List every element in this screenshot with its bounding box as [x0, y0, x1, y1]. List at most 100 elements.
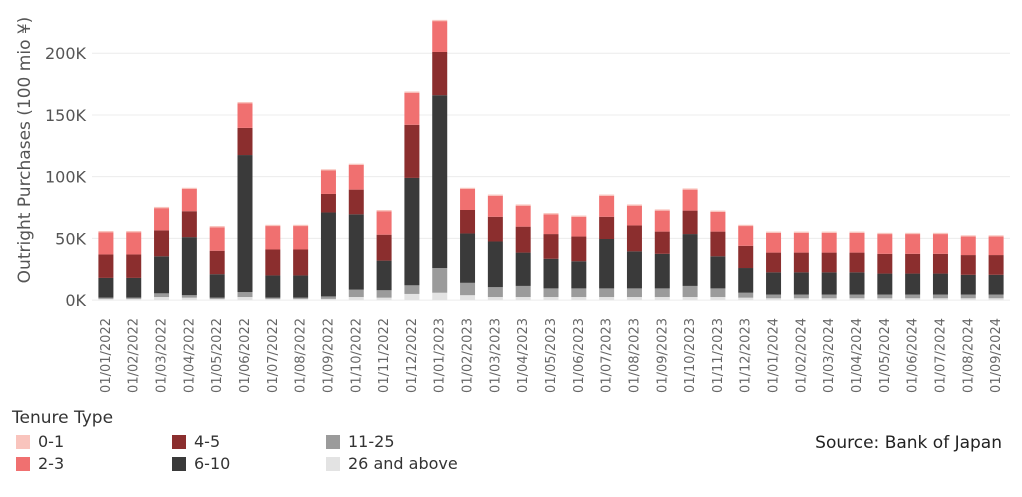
legend-label: 26 and above [348, 454, 458, 473]
y-tick-label: 200K [45, 44, 87, 63]
bar-segment-2-3 [320, 170, 336, 194]
legend-label: 11-25 [348, 432, 395, 451]
bar-segment-2-3 [960, 236, 976, 256]
bar-segment-2-3 [877, 234, 893, 254]
bar-segment-11-25 [571, 288, 587, 298]
bar-segment-2-3 [599, 195, 615, 217]
x-tick-label: 01/04/2022 [182, 318, 197, 393]
bar-segment-2-3 [181, 189, 197, 212]
bar-segment-4-5 [738, 245, 754, 269]
legend-label: 4-5 [194, 432, 221, 451]
x-tick-label: 01/12/2023 [739, 318, 754, 393]
bar-segment-2-3 [237, 103, 253, 128]
bar-segment-0-1 [126, 230, 142, 233]
bar-segment-4-5 [181, 211, 197, 238]
bar-segment-4-5 [905, 253, 921, 274]
bar-segment-6-10 [682, 234, 698, 286]
x-tick-label: 01/12/2022 [405, 318, 420, 393]
x-tick-label: 01/01/2024 [767, 318, 782, 393]
bar-segment-4-5 [710, 231, 726, 257]
bar-segment-2-3 [738, 226, 754, 246]
legend-label: 0-1 [38, 432, 65, 451]
bar-segment-26-and-above [877, 298, 893, 301]
bar-segment-0-1 [487, 194, 503, 196]
legend-item-6-10[interactable]: 6-10 [172, 454, 230, 473]
bar-segment-6-10 [571, 261, 587, 289]
x-tick-label: 01/02/2022 [127, 318, 142, 393]
x-tick-label: 01/02/2023 [461, 318, 476, 393]
bar-segment-4-5 [432, 51, 448, 96]
bar-segment-11-25 [988, 294, 1004, 299]
bar-segment-0-1 [793, 231, 809, 233]
bar-segment-2-3 [404, 92, 420, 125]
bar-segment-26-and-above [320, 298, 336, 301]
bar-segment-26-and-above [571, 297, 587, 301]
y-tick-label: 50K [55, 229, 86, 248]
bar-segment-26-and-above [515, 297, 531, 301]
bar-segment-4-5 [988, 255, 1004, 275]
x-tick-label: 01/07/2023 [600, 318, 615, 393]
x-tick-label: 01/05/2022 [210, 318, 225, 393]
bar-segment-26-and-above [154, 297, 170, 301]
bar-segment-0-1 [821, 231, 837, 233]
bar-segment-4-5 [654, 231, 670, 254]
bar-segment-6-10 [237, 155, 253, 293]
bar-segment-2-3 [571, 216, 587, 237]
bar-segment-4-5 [793, 252, 809, 273]
x-tick-label: 01/06/2022 [238, 318, 253, 393]
bar-segment-26-and-above [126, 298, 142, 301]
bar-segment-11-25 [877, 294, 893, 299]
bar-segment-0-1 [154, 206, 170, 209]
bar-segment-6-10 [905, 273, 921, 295]
bar-segment-6-10 [515, 252, 531, 286]
x-tick-label: 01/10/2023 [683, 318, 698, 393]
x-tick-label: 01/08/2022 [294, 318, 309, 393]
bar-segment-11-25 [599, 288, 615, 298]
legend-item-11-25[interactable]: 11-25 [326, 432, 395, 451]
bar-segment-4-5 [237, 127, 253, 156]
bar-segment-11-25 [932, 294, 948, 299]
bar-segment-4-5 [376, 234, 392, 261]
legend-item-4-5[interactable]: 4-5 [172, 432, 220, 451]
bar-segment-6-10 [265, 275, 281, 298]
bar-segment-0-1 [932, 232, 948, 235]
legend-item-26-and-above[interactable]: 26 and above [326, 454, 458, 473]
bar-segment-0-1 [877, 232, 893, 235]
bar-segment-0-1 [905, 232, 921, 235]
bar-segment-26-and-above [181, 297, 197, 301]
bar-segment-0-1 [682, 188, 698, 190]
bar-segment-11-25 [376, 290, 392, 298]
bar-segment-0-1 [654, 209, 670, 211]
bar-segment-2-3 [682, 189, 698, 211]
bar-segment-26-and-above [932, 298, 948, 301]
bar-segment-2-3 [515, 205, 531, 227]
bar-segment-0-1 [710, 210, 726, 212]
bar-segment-11-25 [126, 297, 142, 299]
bar-segment-2-3 [710, 211, 726, 232]
bar-segment-11-25 [320, 296, 336, 299]
legend-item-2-3[interactable]: 2-3 [16, 454, 64, 473]
bar-segment-0-1 [571, 215, 587, 217]
bar-segment-11-25 [515, 285, 531, 298]
bar-segment-26-and-above [710, 297, 726, 301]
bar-segment-0-1 [404, 91, 420, 93]
legend-item-0-1[interactable]: 0-1 [16, 432, 64, 451]
bar-segment-11-25 [404, 285, 420, 294]
bar-segment-26-and-above [487, 297, 503, 301]
bar-segment-2-3 [432, 21, 448, 52]
bar-segment-6-10 [460, 233, 476, 283]
bar-segment-26-and-above [265, 298, 281, 301]
bar-segment-0-1 [98, 230, 114, 233]
bar-segment-0-1 [209, 226, 225, 228]
bar-segment-2-3 [154, 208, 170, 231]
bar-segment-0-1 [988, 235, 1004, 237]
bar-segment-6-10 [988, 274, 1004, 295]
bar-segment-0-1 [599, 194, 615, 196]
bar-segment-26-and-above [432, 292, 448, 301]
bar-segment-6-10 [376, 260, 392, 291]
bar-segment-26-and-above [738, 297, 754, 301]
legend-swatch [16, 434, 30, 449]
bar-segment-0-1 [766, 231, 782, 233]
bar-segment-11-25 [905, 294, 921, 299]
bar-segment-2-3 [932, 234, 948, 254]
